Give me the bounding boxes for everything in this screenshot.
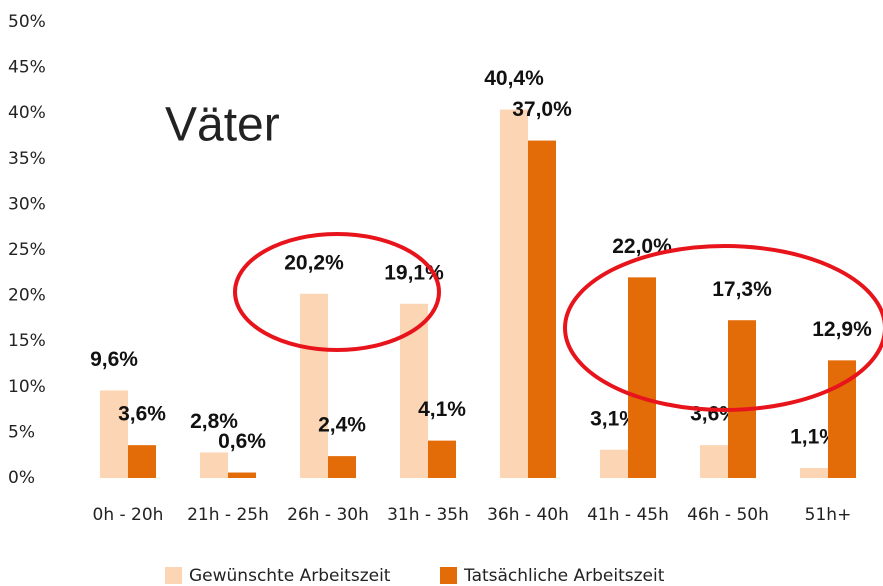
bar [300, 293, 328, 478]
bar [628, 277, 656, 478]
value-label: 17,3% [712, 278, 772, 301]
bar [400, 303, 428, 478]
bar [328, 456, 356, 478]
bar [728, 320, 756, 478]
value-label: 20,2% [284, 251, 344, 274]
legend-swatch [165, 567, 182, 584]
y-tick-label: 30% [8, 194, 46, 214]
bar [128, 445, 156, 478]
y-tick-label: 25% [8, 240, 46, 260]
highlight-ellipse [233, 232, 441, 352]
value-label: 4,1% [418, 398, 466, 421]
annotation: Väter [165, 99, 280, 152]
value-label: 2,4% [318, 414, 366, 437]
x-tick-label: 0h - 20h [93, 505, 164, 525]
value-label: 37,0% [512, 98, 572, 121]
x-tick-label: 51h+ [805, 505, 852, 525]
value-label: 0,6% [218, 430, 266, 453]
value-label: 22,0% [612, 235, 672, 258]
value-label: 1,1% [790, 426, 838, 449]
value-label: 2,8% [190, 410, 238, 433]
value-label: 3,6% [118, 403, 166, 426]
y-tick-label: 15% [8, 331, 46, 351]
value-label: 40,4% [484, 67, 544, 90]
bar [800, 467, 828, 478]
x-tick-label: 41h - 45h [587, 505, 669, 525]
bar [228, 472, 256, 478]
x-tick-label: 46h - 50h [687, 505, 769, 525]
bar [600, 449, 628, 478]
value-label: 3,1% [590, 407, 638, 430]
y-tick-label: 45% [8, 58, 46, 78]
y-tick-label: 0% [8, 468, 35, 488]
x-tick-label: 36h - 40h [487, 505, 569, 525]
value-label: 9,6% [90, 348, 138, 371]
y-tick-label: 50% [8, 12, 46, 32]
y-tick-label: 20% [8, 286, 46, 306]
bar [528, 140, 556, 478]
legend-label: Gewünschte Arbeitszeit [189, 566, 391, 586]
x-tick-label: 26h - 30h [287, 505, 369, 525]
legend-swatch [440, 567, 457, 584]
x-tick-label: 31h - 35h [387, 505, 469, 525]
bar [428, 440, 456, 478]
y-tick-label: 35% [8, 149, 46, 169]
bar [100, 390, 128, 478]
x-tick-label: 21h - 25h [187, 505, 269, 525]
highlight-ellipse [563, 244, 883, 412]
value-label: 12,9% [812, 318, 872, 341]
y-tick-label: 5% [8, 422, 35, 442]
y-tick-label: 10% [8, 377, 46, 397]
bar [700, 445, 728, 478]
bar [200, 452, 228, 478]
bar [500, 109, 528, 478]
y-tick-label: 40% [8, 103, 46, 123]
legend-label: Tatsächliche Arbeitszeit [463, 566, 665, 586]
